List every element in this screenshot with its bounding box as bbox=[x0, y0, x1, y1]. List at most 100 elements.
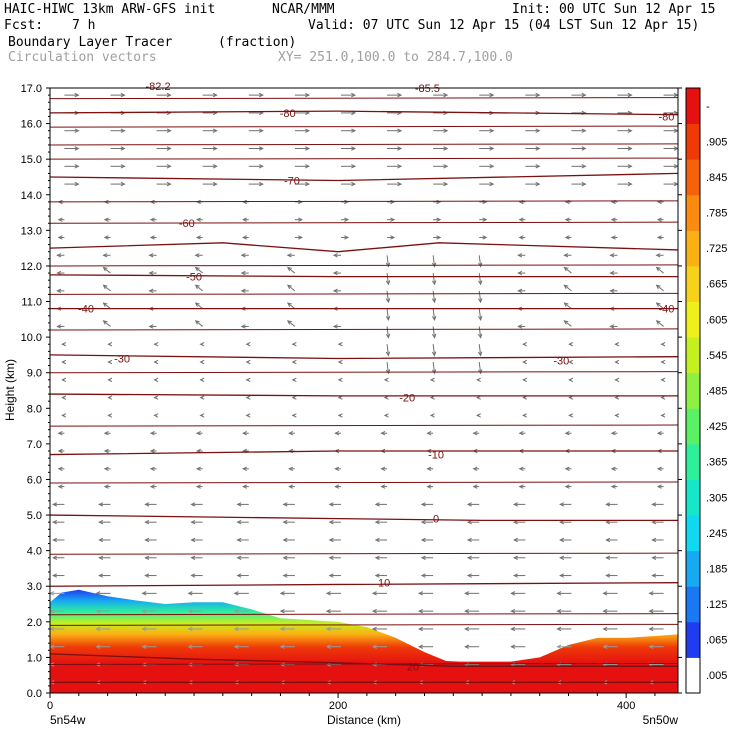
vector-head bbox=[605, 573, 611, 578]
vector-head bbox=[149, 217, 155, 222]
vector-head bbox=[478, 298, 483, 304]
vector-head bbox=[325, 591, 331, 596]
x-tick-label: 0 bbox=[47, 700, 53, 712]
vector-head bbox=[489, 128, 495, 133]
colorbar-segment bbox=[686, 515, 700, 552]
vector-head bbox=[325, 608, 331, 614]
vector-head bbox=[518, 235, 524, 240]
vector-head bbox=[426, 484, 432, 489]
contour-label: -40 bbox=[659, 304, 675, 316]
vector-head bbox=[149, 431, 155, 436]
contour-label: -10 bbox=[428, 450, 444, 462]
vector-arrow bbox=[478, 326, 482, 338]
vector-head bbox=[581, 181, 587, 187]
plot-area bbox=[50, 88, 678, 693]
vector-head bbox=[107, 395, 113, 400]
vector-arrow bbox=[432, 308, 436, 320]
y-axis: 0.0 1.0 2.0 3.0 4.0 5.0 6.0 7.0 8.0 9.0 10.0 11.0 12… bbox=[21, 83, 682, 700]
vector-head bbox=[397, 181, 403, 187]
y-tick-label: 5.0 bbox=[27, 510, 42, 522]
vector-head bbox=[655, 253, 661, 258]
vector-head bbox=[195, 466, 201, 471]
contour-label: -70 bbox=[284, 176, 300, 188]
vector-head bbox=[429, 377, 435, 383]
vector-head bbox=[212, 164, 218, 169]
vector-head bbox=[242, 217, 247, 222]
vector-head bbox=[380, 484, 386, 489]
vector-arrow bbox=[287, 267, 296, 274]
vector-head bbox=[556, 608, 562, 614]
vector-arrow bbox=[287, 302, 296, 310]
contour-line bbox=[50, 97, 678, 100]
y-tick-label: 14.0 bbox=[21, 190, 42, 202]
vector-head bbox=[95, 608, 101, 614]
y-tick-label: 7.0 bbox=[27, 439, 42, 451]
vector-head bbox=[429, 413, 435, 418]
vector-head bbox=[166, 146, 172, 151]
vector-arrow bbox=[386, 255, 389, 267]
vector-head bbox=[245, 342, 251, 347]
vector-head bbox=[282, 555, 288, 560]
x-tick-label: 400 bbox=[617, 700, 635, 712]
vector-head bbox=[57, 484, 63, 489]
contour-line bbox=[50, 481, 678, 484]
vector-head bbox=[374, 537, 380, 543]
vector-head bbox=[166, 128, 172, 133]
vector-head bbox=[390, 199, 396, 205]
vector-head bbox=[325, 626, 331, 632]
contour-line bbox=[50, 143, 678, 146]
vector-head bbox=[144, 519, 150, 525]
vector-head bbox=[291, 359, 297, 365]
vector-head bbox=[337, 413, 343, 418]
vector-head bbox=[563, 253, 569, 258]
vector-head bbox=[374, 555, 380, 560]
contour-label: -40 bbox=[78, 304, 94, 316]
colorbar-label: - bbox=[706, 101, 710, 113]
vector-head bbox=[233, 626, 239, 632]
vector-arrow bbox=[432, 361, 436, 374]
vector-head bbox=[660, 377, 666, 383]
y-tick-label: 3.0 bbox=[27, 581, 42, 593]
x-axis-label: Distance (km) bbox=[327, 713, 401, 727]
vector-head bbox=[95, 591, 101, 596]
vector-head bbox=[57, 235, 63, 240]
vector-head bbox=[489, 181, 495, 187]
contour-line bbox=[50, 514, 678, 522]
vector-head bbox=[194, 253, 200, 258]
contour-label: -82.2 bbox=[145, 81, 170, 93]
vector-head bbox=[436, 235, 442, 240]
vector-head bbox=[153, 395, 159, 400]
vector-head bbox=[153, 342, 159, 347]
vector-head bbox=[149, 235, 155, 240]
vector-head bbox=[431, 315, 437, 321]
vector-head bbox=[614, 342, 620, 347]
vector-head bbox=[199, 342, 205, 347]
vector-head bbox=[149, 484, 155, 489]
vector-head bbox=[286, 284, 292, 290]
vector-head bbox=[556, 644, 562, 649]
vector-head bbox=[236, 519, 242, 525]
colorbar-label: .725 bbox=[706, 243, 727, 255]
vector-head bbox=[332, 253, 338, 258]
vector-head bbox=[291, 377, 297, 383]
vector-head bbox=[660, 413, 666, 418]
vector-head bbox=[417, 608, 423, 614]
y-tick-label: 8.0 bbox=[27, 403, 42, 415]
contour-label: -30 bbox=[553, 355, 569, 367]
vector-head bbox=[397, 92, 403, 98]
vector-head bbox=[655, 320, 661, 325]
vector-head bbox=[563, 284, 569, 290]
vector-head bbox=[627, 164, 633, 169]
vector-head bbox=[660, 342, 666, 347]
contour-line bbox=[50, 264, 678, 267]
vector-arrow bbox=[478, 344, 482, 356]
vector-head bbox=[563, 320, 569, 325]
colorbar-segment bbox=[686, 88, 700, 125]
vector-head bbox=[199, 377, 205, 383]
vector-head bbox=[374, 502, 380, 507]
vector-arrow bbox=[386, 361, 389, 374]
vector-head bbox=[610, 484, 616, 489]
vector-head bbox=[559, 537, 565, 543]
vector-head bbox=[466, 502, 472, 507]
vector-head bbox=[371, 608, 377, 614]
